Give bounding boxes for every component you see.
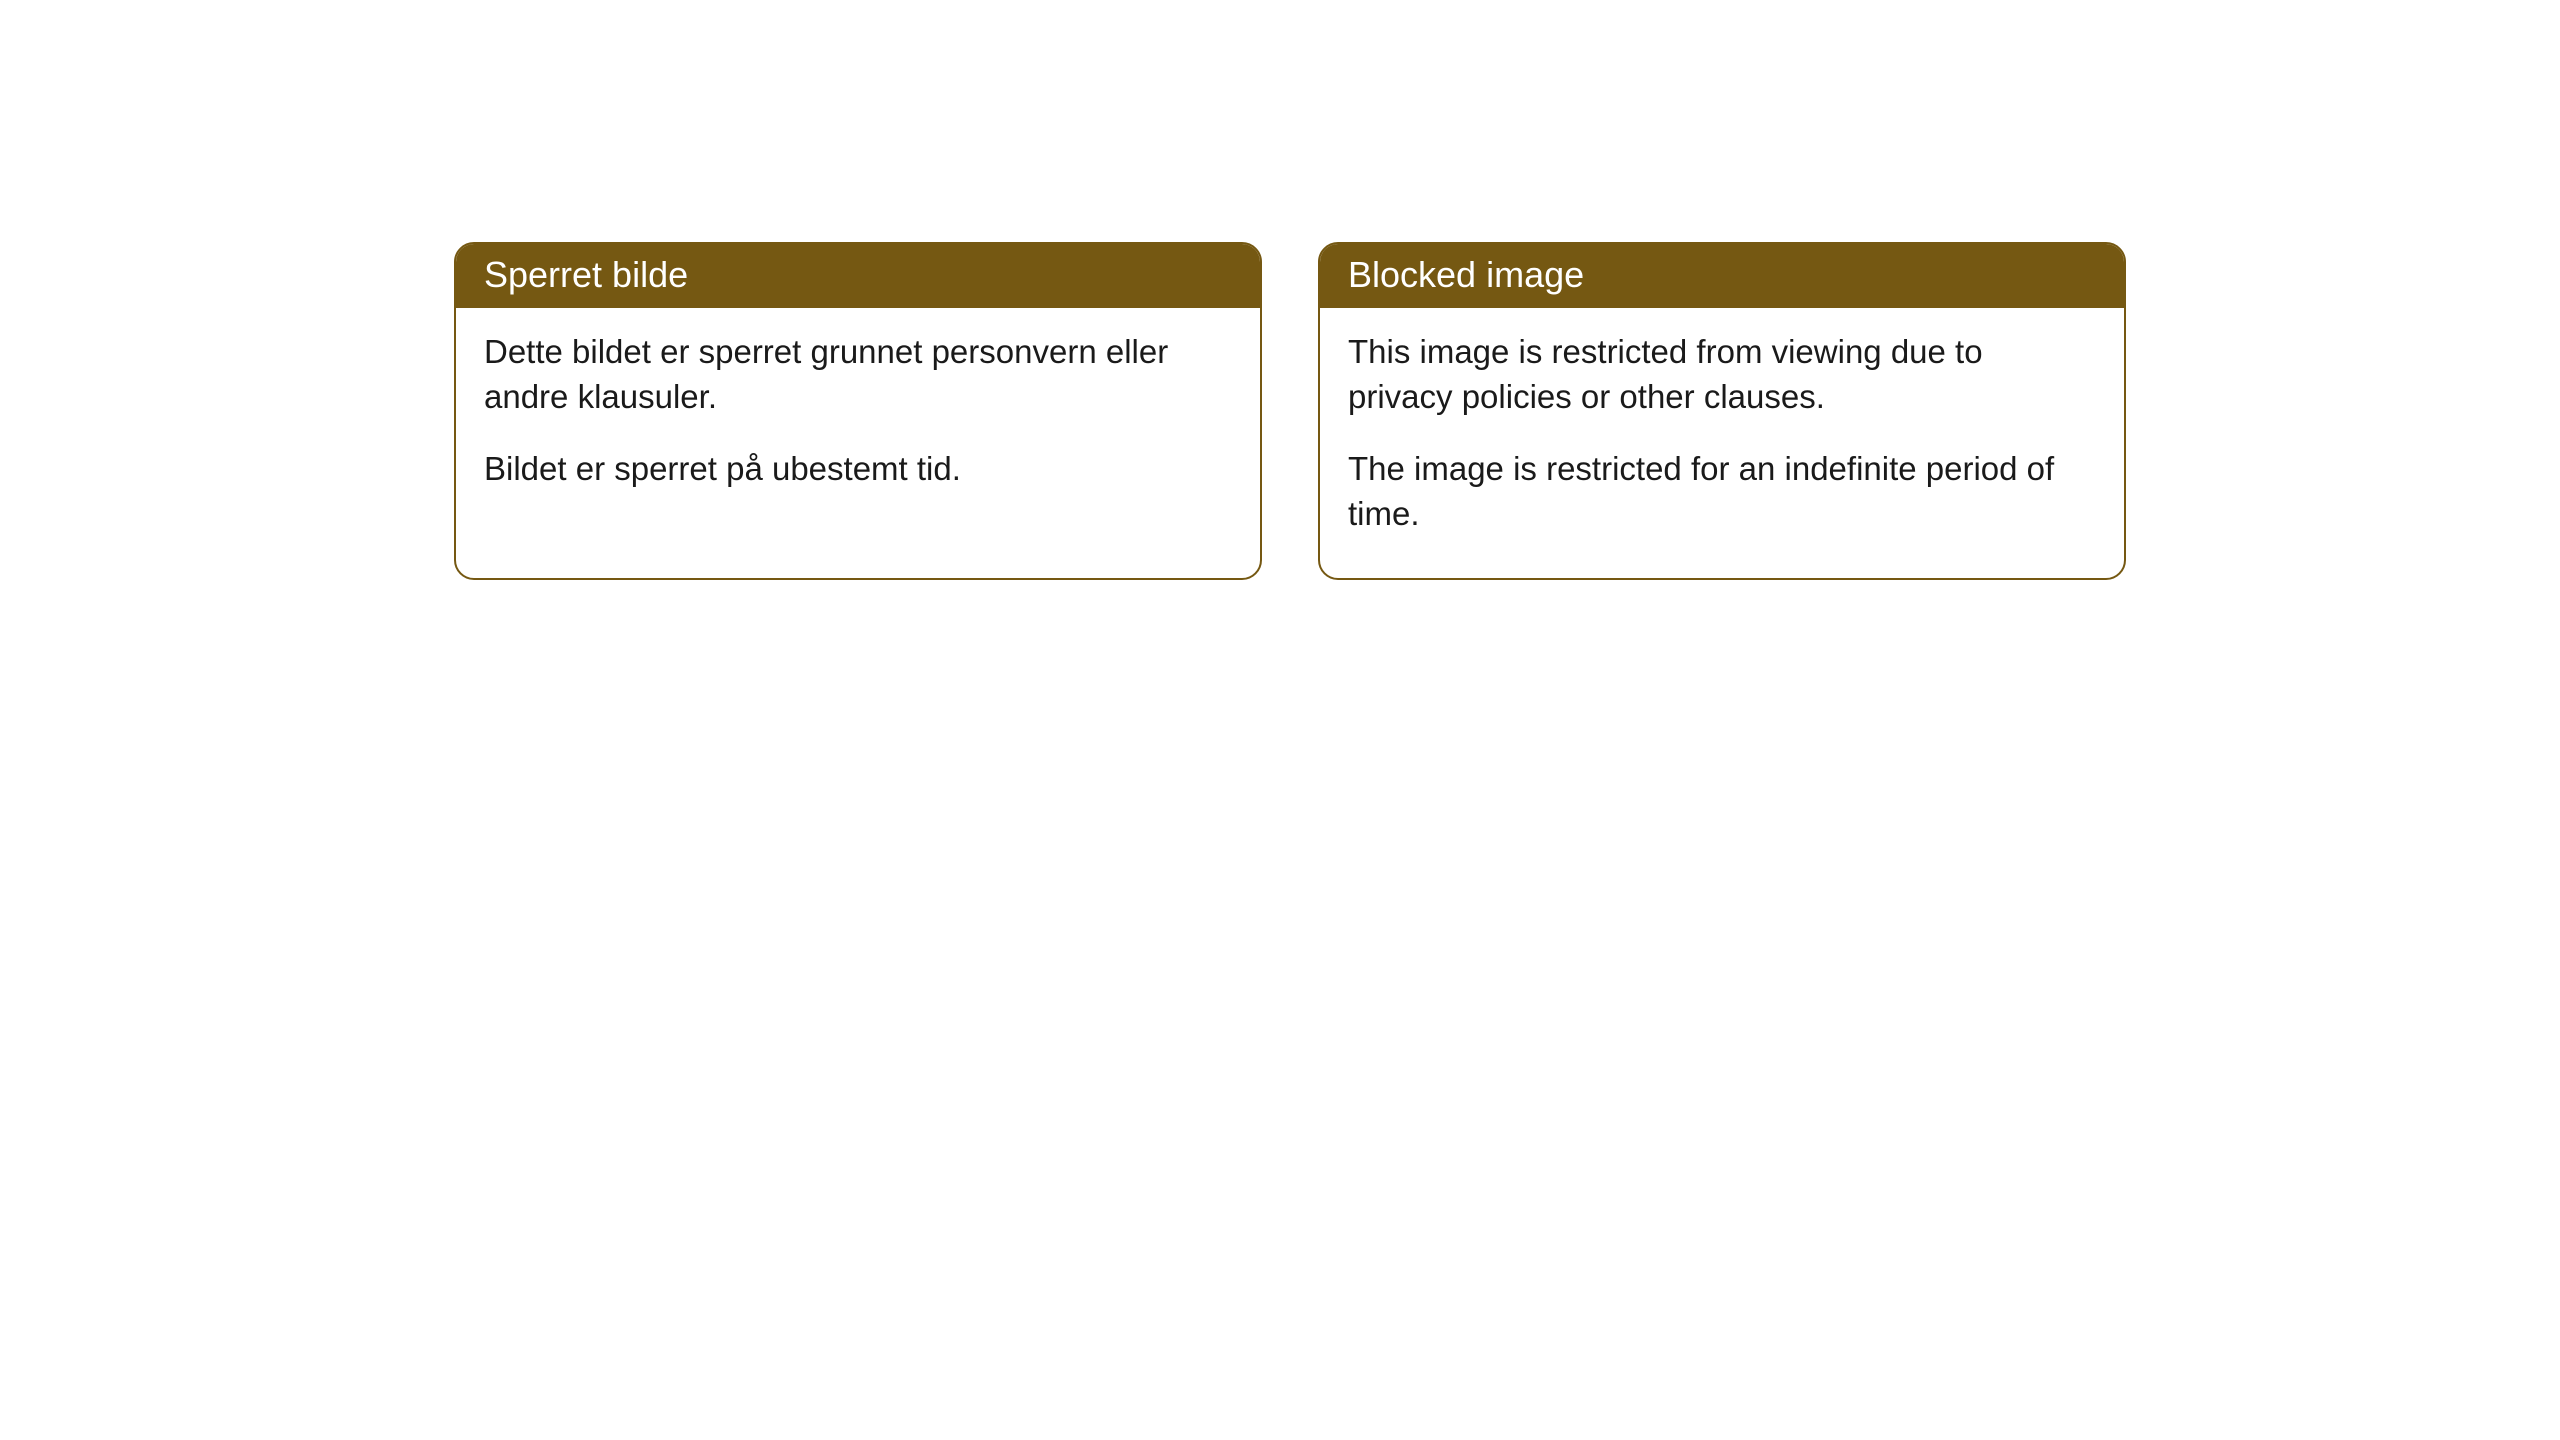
card-paragraph-no-1: Dette bildet er sperret grunnet personve… bbox=[484, 330, 1232, 419]
card-body-en: This image is restricted from viewing du… bbox=[1320, 308, 2124, 578]
blocked-image-card-no: Sperret bilde Dette bildet er sperret gr… bbox=[454, 242, 1262, 580]
notice-cards-container: Sperret bilde Dette bildet er sperret gr… bbox=[454, 242, 2126, 580]
card-header-no: Sperret bilde bbox=[456, 244, 1260, 308]
card-paragraph-no-2: Bildet er sperret på ubestemt tid. bbox=[484, 447, 1232, 492]
card-paragraph-en-1: This image is restricted from viewing du… bbox=[1348, 330, 2096, 419]
card-body-no: Dette bildet er sperret grunnet personve… bbox=[456, 308, 1260, 534]
card-paragraph-en-2: The image is restricted for an indefinit… bbox=[1348, 447, 2096, 536]
card-header-en: Blocked image bbox=[1320, 244, 2124, 308]
blocked-image-card-en: Blocked image This image is restricted f… bbox=[1318, 242, 2126, 580]
